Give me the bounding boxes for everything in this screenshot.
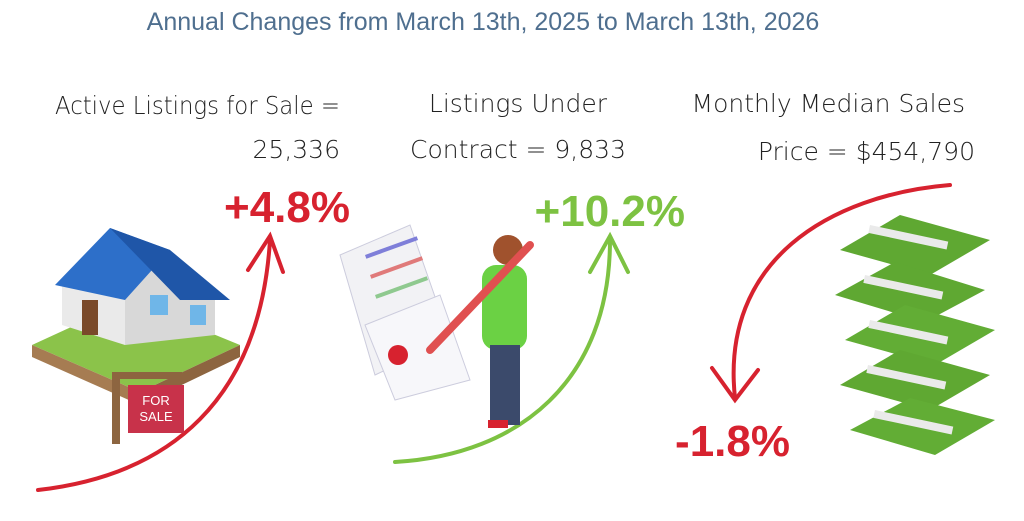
panel-label: Price = $454,790 — [758, 137, 975, 166]
panel-label: Listings Under — [429, 89, 608, 118]
contract-illustration — [339, 224, 534, 428]
house-illustration: FOR SALE — [32, 228, 240, 444]
panel-label: Contract = 9,833 — [410, 135, 626, 164]
change-value: +4.8% — [224, 183, 350, 232]
svg-text:SALE: SALE — [139, 409, 173, 424]
arrows — [36, 183, 952, 492]
title: Annual Changes from March 13th, 2025 to … — [147, 8, 820, 36]
svg-text:FOR: FOR — [142, 393, 169, 408]
change-value: -1.8% — [675, 417, 790, 466]
panel-label: Monthly Median Sales — [692, 89, 965, 118]
panel-label: Active Listings for Sale = — [55, 91, 340, 120]
money-illustration — [835, 215, 995, 455]
change-value: +10.2% — [535, 187, 685, 236]
panel-label: 25,336 — [253, 135, 340, 164]
